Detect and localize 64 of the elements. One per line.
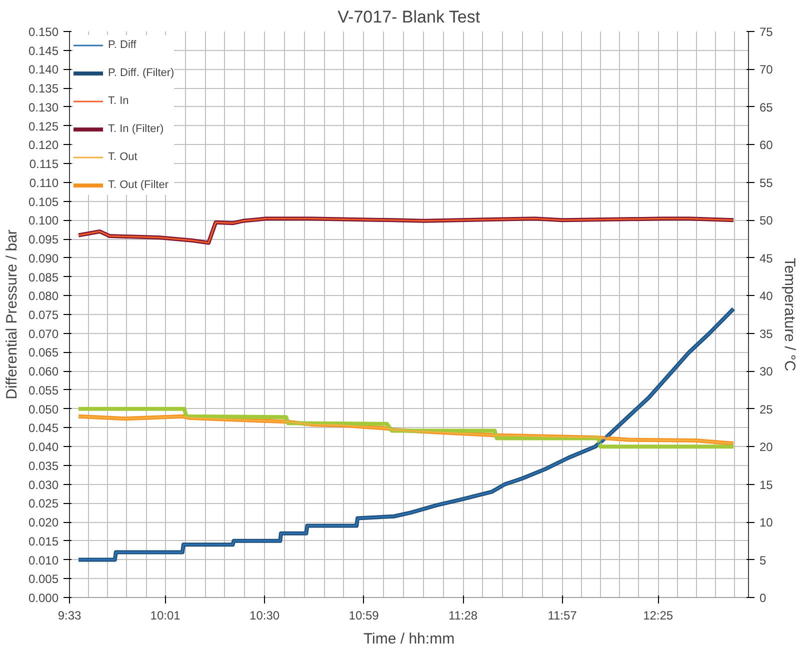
y2-tick-label: 5 (760, 553, 766, 568)
x-tick-label: 10:59 (348, 608, 380, 622)
y-tick-label: 0.045 (28, 421, 59, 436)
y-tick-label: 0.120 (28, 138, 59, 152)
y-tick-label: 0.135 (28, 82, 59, 96)
y2-tick-label: 25 (760, 402, 774, 416)
y-tick-label: 0.125 (28, 119, 59, 134)
y-tick-label: 0.005 (28, 572, 59, 586)
x-axis-title: Time / hh:mm (363, 630, 455, 648)
legend-label: T. Out (Filter (108, 179, 169, 191)
y-tick-label: 0.090 (28, 251, 59, 266)
y-tick-label: 0.025 (28, 496, 59, 511)
y-tick-label: 0.010 (28, 553, 59, 568)
y2-tick-label: 55 (760, 176, 774, 190)
y-tick-label: 0.100 (28, 214, 59, 228)
y-tick-label: 0.050 (28, 402, 59, 416)
y-tick-label: 0.035 (28, 458, 59, 473)
y-tick-label: 0.150 (28, 25, 59, 39)
y-tick-label: 0.060 (28, 364, 59, 379)
y-tick-label: 0.140 (28, 62, 59, 77)
y2-tick-label: 50 (760, 214, 774, 228)
y-tick-label: 0.115 (29, 157, 59, 172)
y-tick-label: 0.130 (28, 100, 59, 114)
y-tick-label: 0.095 (28, 232, 59, 247)
y2-tick-label: 70 (760, 62, 774, 77)
y-tick-label: 0.080 (28, 289, 59, 304)
y-tick-label: 0.000 (28, 591, 59, 605)
y-tick-label: 0.030 (28, 478, 59, 492)
y-axis-title: Differential Pressure / bar (3, 230, 20, 400)
y-tick-label: 0.065 (28, 346, 59, 360)
x-tick-label: 10:30 (250, 608, 280, 622)
y2-tick-label: 40 (760, 289, 774, 304)
y-tick-label: 0.085 (28, 270, 59, 284)
chart-title: V-7017- Blank Test (338, 8, 480, 26)
y-tick-label: 0.145 (28, 44, 59, 58)
x-tick-label: 11:28 (448, 608, 478, 622)
x-tick-label: 12:25 (643, 608, 674, 622)
legend-label: T. In (Filter) (108, 123, 164, 135)
y2-tick-label: 75 (760, 25, 774, 39)
y2-tick-label: 0 (760, 591, 766, 605)
y2-tick-label: 35 (760, 326, 774, 341)
y2-tick-label: 45 (760, 251, 774, 266)
x-tick-label: 9:33 (58, 608, 82, 622)
y-tick-label: 0.075 (28, 308, 59, 322)
y-tick-label: 0.055 (28, 383, 59, 398)
y-tick-label: 0.015 (28, 534, 59, 548)
x-tick-label: 10:01 (150, 608, 181, 622)
y-tick-label: 0.110 (29, 176, 59, 190)
y2-tick-label: 30 (760, 364, 774, 379)
legend-label: T. In (108, 95, 129, 107)
y2-axis-title: Temperature / °C (780, 258, 798, 372)
legend-label: T. Out (108, 151, 138, 163)
y2-tick-label: 60 (760, 138, 774, 152)
y2-tick-label: 15 (760, 478, 774, 492)
y2-tick-label: 10 (760, 516, 774, 530)
y2-tick-label: 65 (760, 100, 774, 114)
legend-label: P. Diff. (Filter) (108, 67, 174, 79)
x-tick-label: 11:57 (548, 608, 578, 622)
y-tick-label: 0.070 (28, 326, 59, 341)
legend-label: P. Diff (108, 39, 136, 51)
y-tick-label: 0.105 (28, 194, 59, 209)
y2-tick-label: 20 (760, 440, 774, 454)
y-tick-label: 0.020 (28, 516, 59, 530)
y-tick-label: 0.040 (28, 440, 59, 454)
